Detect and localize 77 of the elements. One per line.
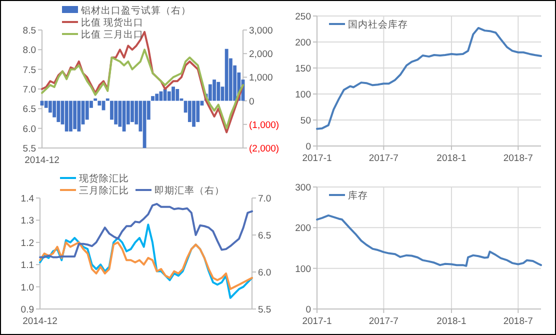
bar xyxy=(192,100,196,127)
y2-tick-label: 5.5 xyxy=(258,304,272,316)
bar xyxy=(73,100,77,130)
y-tick-label: 300 xyxy=(295,182,311,194)
bar xyxy=(163,89,167,101)
line-series xyxy=(39,202,253,258)
y2-tick-label: (2,000) xyxy=(249,144,280,154)
y-tick-label: 1.2 xyxy=(20,238,34,249)
y-tick-label: 0.9 xyxy=(20,304,34,316)
x-tick-label: 2018-7 xyxy=(503,153,533,164)
x-tick-label: 2017-7 xyxy=(368,153,398,164)
y-tick-label: 5.5 xyxy=(22,144,36,154)
y2-tick-label: 1,000 xyxy=(249,72,273,84)
y-tick-label: 7.0 xyxy=(22,84,36,96)
legend-label: 库存 xyxy=(348,190,368,202)
bar xyxy=(114,100,118,124)
bar xyxy=(142,100,146,148)
x-tick-label: 2014-12 xyxy=(24,155,60,166)
legend-label: 即期汇率（右） xyxy=(154,184,224,196)
x-tick-label: 2018-7 xyxy=(503,316,533,327)
legend-label: 国内社会库存 xyxy=(348,18,408,30)
y2-tick-label: 6.5 xyxy=(258,230,272,242)
x-tick-label: 2018-1 xyxy=(436,316,466,327)
y-tick-label: 150 xyxy=(295,64,311,74)
y-tick-label: 1.3 xyxy=(20,216,34,227)
legend-label: 比值 现货出口 xyxy=(81,16,144,28)
x-tick-label: 2017-7 xyxy=(368,316,398,327)
y-tick-label: 8.5 xyxy=(22,26,36,36)
y2-tick-label: 7.0 xyxy=(258,194,272,204)
bar xyxy=(155,94,159,101)
bar xyxy=(77,100,81,132)
bar xyxy=(94,98,98,101)
bar xyxy=(172,86,175,101)
line-series xyxy=(39,241,253,290)
y2-tick-label: 6.0 xyxy=(258,268,272,278)
x-tick-label: 2017-1 xyxy=(302,153,332,164)
legend-label: 三月除汇比 xyxy=(79,184,129,196)
legend-label: 比值 三月出口 xyxy=(81,28,144,40)
bar xyxy=(176,89,180,101)
y-tick-label: 250 xyxy=(295,12,311,22)
bar xyxy=(64,100,68,132)
y-tick-label: 1.1 xyxy=(20,260,34,272)
y-tick-label: 100 xyxy=(295,264,311,275)
bar xyxy=(212,80,216,101)
x-tick-label: 2018-1 xyxy=(436,153,466,164)
y2-tick-label: 3,000 xyxy=(249,26,273,36)
y2-tick-label: 0 xyxy=(249,96,254,108)
line-series xyxy=(41,48,244,130)
y-tick-label: 7.5 xyxy=(22,64,36,76)
y-tick-label: 6.0 xyxy=(22,124,36,135)
y-tick-label: 50 xyxy=(300,116,311,126)
y-tick-label: 6.5 xyxy=(22,104,36,116)
y-tick-label: 1.0 xyxy=(20,282,34,294)
x-tick-label: 2017-1 xyxy=(302,316,332,327)
y-tick-label: 0 xyxy=(306,304,311,316)
y2-tick-label: 2,000 xyxy=(249,49,273,60)
bar xyxy=(56,100,60,122)
bar xyxy=(106,98,110,101)
bar xyxy=(224,48,228,101)
line-series xyxy=(316,214,542,267)
y-tick-label: 0 xyxy=(306,142,311,152)
legend-label: 现货除汇比 xyxy=(79,172,129,184)
y-tick-label: 100 xyxy=(295,90,311,100)
y-tick-label: 200 xyxy=(295,38,311,48)
y-tick-label: 200 xyxy=(295,223,311,234)
bar xyxy=(130,100,134,122)
y-tick-label: 8.0 xyxy=(22,45,36,56)
line-series xyxy=(41,30,244,134)
legend-label: 铝材出口盈亏试算（右） xyxy=(80,4,191,16)
bar xyxy=(216,82,220,101)
y2-tick-label: (1,000) xyxy=(249,120,280,131)
line-series xyxy=(39,224,253,299)
bar xyxy=(69,100,72,132)
bar xyxy=(98,100,102,106)
y-tick-label: 1.4 xyxy=(20,194,34,204)
bar xyxy=(151,96,154,101)
x-tick-label: 2014-12 xyxy=(22,316,58,327)
